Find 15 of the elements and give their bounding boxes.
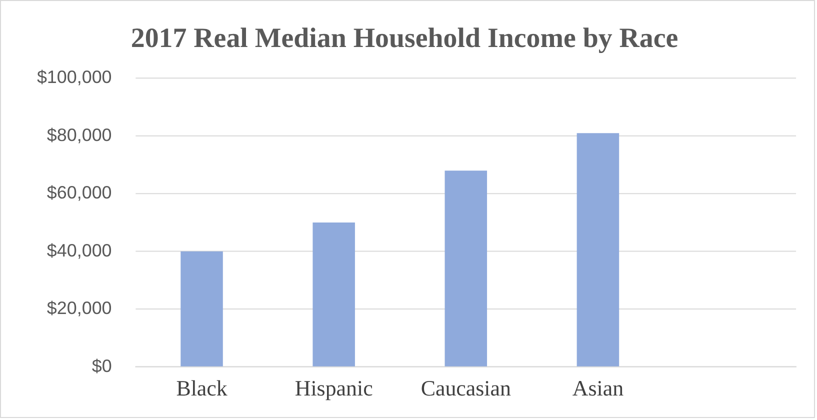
y-tick-label: $60,000 <box>46 182 112 203</box>
x-tick-label: Hispanic <box>294 376 374 401</box>
chart-title: 2017 Real Median Household Income by Race <box>130 22 678 54</box>
bar <box>576 133 620 366</box>
y-tick-label: $20,000 <box>46 298 112 318</box>
x-tick-label: Caucasian <box>420 376 511 401</box>
y-tick-label: $80,000 <box>46 124 112 145</box>
x-tick-label: Black <box>176 376 228 401</box>
y-tick-label: $40,000 <box>46 240 112 260</box>
bar <box>180 251 223 366</box>
y-tick-label: $0 <box>92 356 112 376</box>
x-tick-label: Asian <box>572 376 624 401</box>
bar <box>312 222 355 366</box>
y-tick-label: $100,000 <box>36 67 112 88</box>
bar <box>444 170 488 366</box>
